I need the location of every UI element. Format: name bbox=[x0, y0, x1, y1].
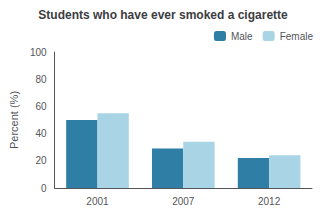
svg-text:60: 60 bbox=[35, 101, 47, 112]
svg-text:Male: Male bbox=[231, 31, 253, 42]
svg-text:2012: 2012 bbox=[258, 196, 281, 207]
svg-text:Female: Female bbox=[280, 31, 314, 42]
svg-text:20: 20 bbox=[35, 155, 47, 166]
svg-text:Percent (%): Percent (%) bbox=[8, 91, 20, 149]
svg-text:0: 0 bbox=[41, 183, 47, 194]
svg-text:Students who have ever smoked: Students who have ever smoked a cigarett… bbox=[38, 8, 288, 22]
svg-text:2001: 2001 bbox=[86, 196, 109, 207]
svg-text:100: 100 bbox=[30, 47, 47, 58]
svg-text:2007: 2007 bbox=[172, 196, 195, 207]
svg-text:40: 40 bbox=[35, 128, 47, 139]
svg-text:80: 80 bbox=[35, 74, 47, 85]
